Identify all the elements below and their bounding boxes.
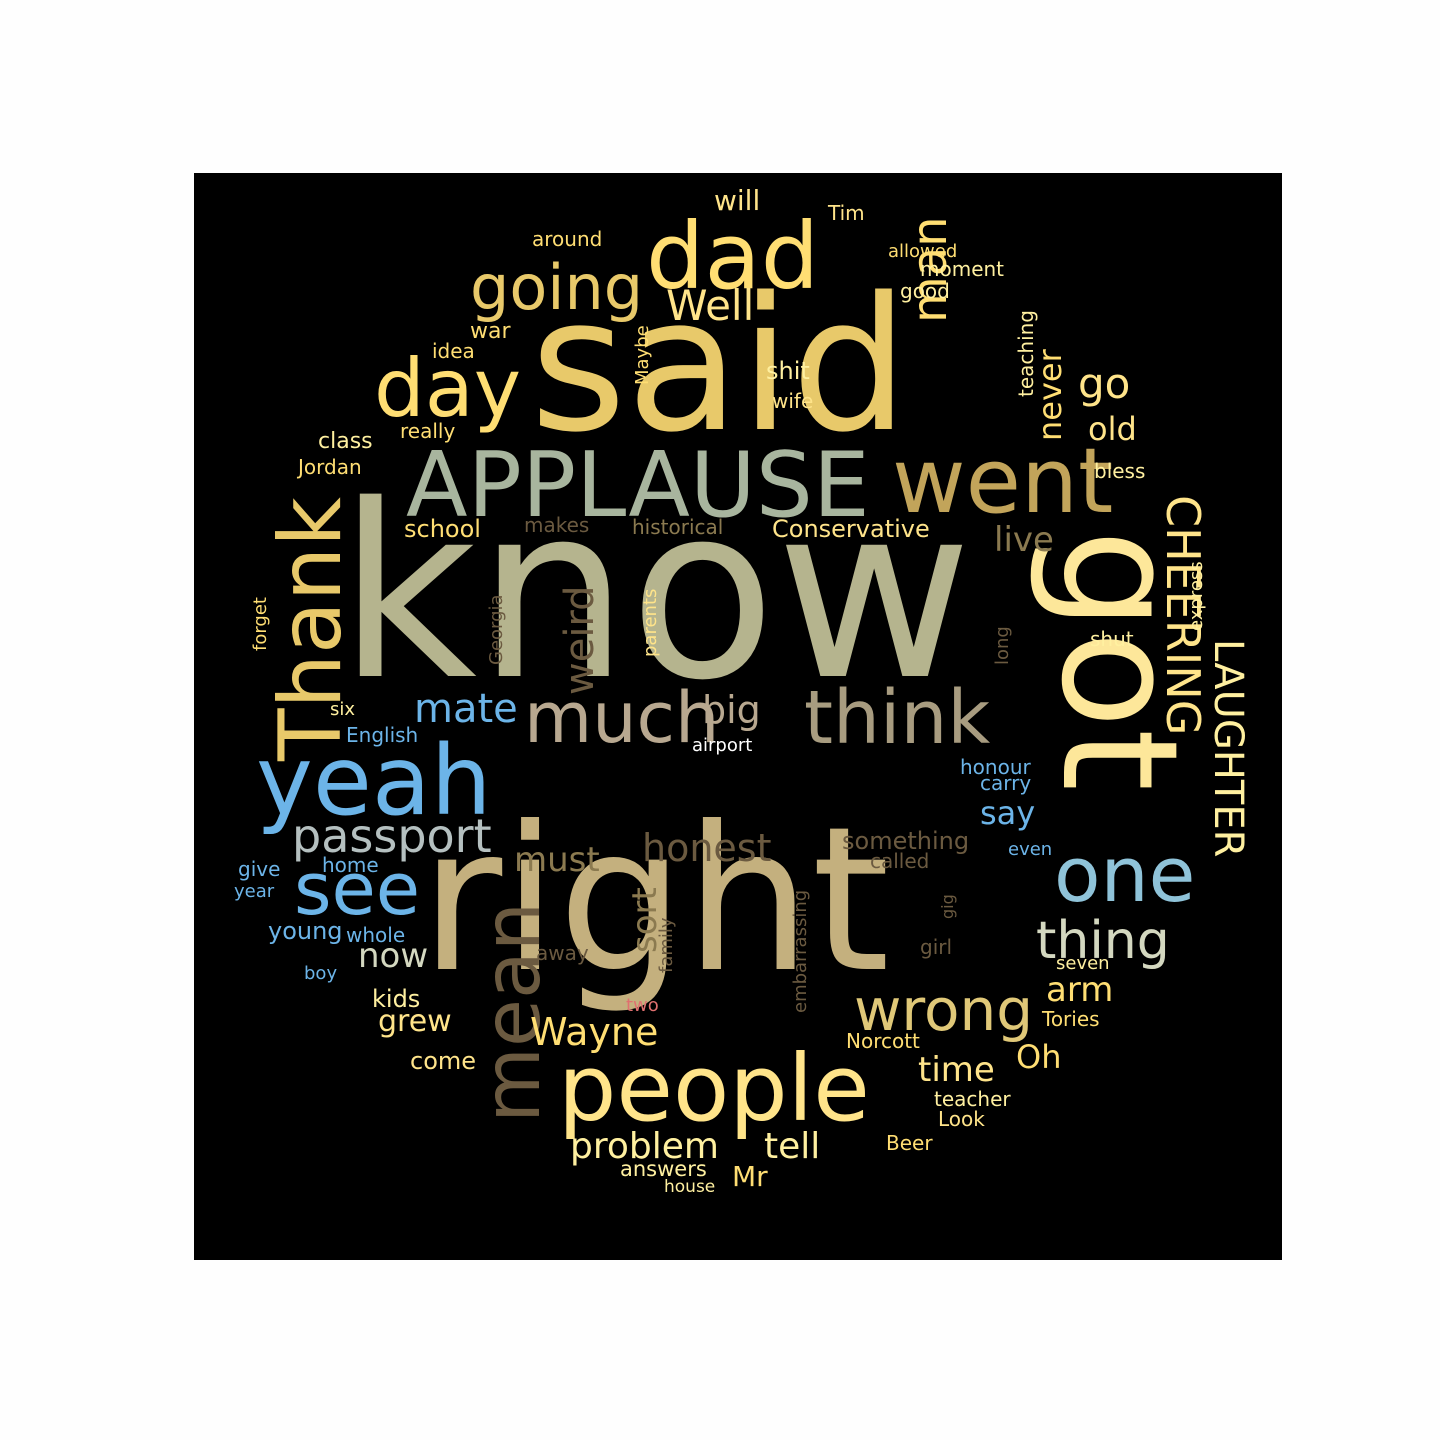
word-carry: carry: [980, 771, 1032, 795]
word-tell: tell: [764, 1126, 821, 1167]
word-mate: mate: [414, 686, 518, 732]
word-thing: thing: [1036, 911, 1170, 971]
word-beer: Beer: [886, 1131, 933, 1155]
word-house: house: [664, 1177, 716, 1197]
word-live: live: [994, 520, 1054, 560]
word-thank: Thank: [261, 496, 361, 761]
word-express: express: [1186, 561, 1207, 631]
word-oh: Oh: [1016, 1038, 1062, 1076]
word-teacher: teacher: [934, 1087, 1011, 1111]
word-honest: honest: [642, 826, 772, 870]
word-wayne: Wayne: [530, 1010, 659, 1054]
word-now: now: [358, 936, 429, 976]
word-tim: Tim: [828, 201, 865, 225]
word-will: will: [714, 184, 761, 217]
word-wife: wife: [772, 389, 814, 413]
word-time: time: [918, 1050, 995, 1090]
word-georgia: Georgia: [486, 594, 507, 665]
word-seven: seven: [1056, 953, 1110, 974]
word-much: much: [524, 677, 720, 759]
word-must: must: [514, 840, 600, 880]
word-weird: weird: [557, 585, 603, 695]
word-teaching: teaching: [1014, 309, 1038, 397]
word-makes: makes: [524, 513, 590, 537]
word-embarrassing: embarrassing: [790, 889, 811, 1013]
word-know: know: [338, 453, 973, 733]
word-home: home: [322, 853, 379, 877]
word-called: called: [870, 849, 930, 873]
word-give: give: [238, 857, 281, 881]
word-never: never: [1031, 349, 1069, 441]
word-norcott: Norcott: [846, 1029, 920, 1053]
word-said: said: [530, 257, 909, 473]
word-dad: dad: [646, 203, 820, 310]
word-passport: passport: [292, 809, 492, 863]
word-people: people: [558, 1035, 870, 1142]
word-gig: gig: [938, 894, 957, 919]
word-conservative: Conservative: [772, 515, 930, 543]
word-grew: grew: [378, 1004, 452, 1039]
word-shit: shit: [766, 357, 810, 385]
word-tories: Tories: [1042, 1007, 1100, 1031]
word-even: even: [1008, 839, 1053, 860]
word-old: old: [1088, 410, 1137, 448]
word-historical: historical: [632, 515, 724, 539]
word-english: English: [346, 723, 419, 747]
word-long: long: [992, 626, 1013, 665]
word-away: away: [536, 941, 589, 965]
word-school: school: [404, 515, 481, 543]
word-applause: APPLAUSE: [406, 433, 870, 538]
word-two: two: [626, 995, 659, 1016]
word-good: good: [900, 279, 950, 303]
word-bless: bless: [1094, 459, 1146, 483]
word-shut: shut: [1090, 627, 1134, 651]
word-war: war: [470, 319, 511, 344]
word-year: year: [234, 881, 275, 902]
word-come: come: [410, 1047, 477, 1075]
word-see: see: [294, 847, 421, 931]
word-moment: moment: [920, 257, 1005, 281]
word-well: Well: [666, 281, 755, 330]
word-jordan: Jordan: [298, 455, 362, 479]
word-class: class: [318, 429, 373, 454]
word-go: go: [1078, 359, 1131, 408]
word-around: around: [532, 227, 603, 251]
word-went: went: [892, 429, 1114, 534]
word-day: day: [374, 342, 522, 435]
word-airport: airport: [692, 735, 753, 756]
word-wrong: wrong: [854, 976, 1034, 1044]
word-whole: whole: [346, 923, 406, 947]
word-family: family: [656, 917, 677, 973]
word-going: going: [470, 251, 644, 324]
word-answers: answers: [620, 1157, 707, 1181]
word-problem: problem: [570, 1126, 719, 1167]
word-girl: girl: [920, 935, 953, 959]
word-idea: idea: [432, 339, 475, 363]
word-think: think: [804, 675, 991, 761]
word-six: six: [330, 699, 356, 720]
word-arm: arm: [1046, 970, 1114, 1010]
word-big: big: [702, 688, 761, 732]
word-boy: boy: [304, 963, 338, 984]
word-honour: honour: [960, 755, 1031, 779]
word-mr: Mr: [732, 1160, 768, 1193]
word-something: something: [842, 827, 970, 855]
word-forget: forget: [250, 597, 271, 651]
word-laughter: LAUGHTER: [1205, 639, 1251, 858]
word-look: Look: [938, 1107, 985, 1131]
word-young: young: [268, 917, 343, 945]
word-allowed: allowed: [888, 241, 958, 262]
word-right: right: [420, 784, 890, 1017]
word-parents: parents: [640, 588, 661, 657]
word-cloud-panel: know right said got APPLAUSE dad went pe…: [194, 173, 1282, 1260]
word-say: say: [980, 794, 1036, 832]
word-one: one: [1054, 830, 1196, 919]
word-really: really: [400, 419, 456, 443]
word-yeah: yeah: [256, 725, 492, 837]
word-kids: kids: [372, 985, 421, 1013]
word-maybe: Maybe: [632, 325, 653, 385]
